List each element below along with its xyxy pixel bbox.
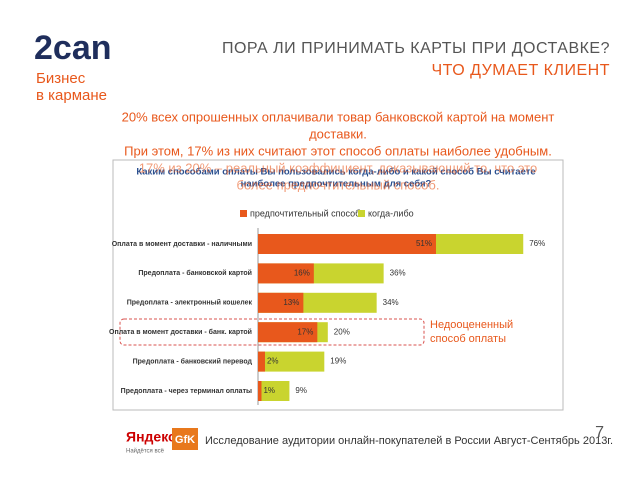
page-number: 7 — [595, 424, 604, 441]
bar — [258, 351, 325, 372]
value-label: 13% — [283, 298, 299, 307]
highlight-box — [119, 318, 425, 346]
chart-title: Каким способами оплаты Вы пользовались к… — [136, 167, 535, 178]
bar — [258, 381, 262, 401]
gfk-logo-bg — [172, 428, 198, 450]
intro-text: 20% всех опрошенных оплачивали товар бан… — [122, 109, 555, 124]
value-label: 36% — [390, 269, 406, 278]
value-label: 76% — [529, 239, 545, 248]
slide-title: ПОРА ЛИ ПРИНИМАТЬ КАРТЫ ПРИ ДОСТАВКЕ? — [222, 40, 610, 57]
category-label: Предоплата - электронный кошелек — [127, 299, 253, 307]
value-label: 16% — [294, 269, 310, 278]
chart-title: наиболее предпочтительным для себя? — [241, 179, 432, 190]
brand-slogan: Найдётся всё — [126, 448, 165, 455]
legend-swatch — [240, 210, 247, 217]
bar — [258, 263, 314, 284]
annotation: способ оплаты — [430, 333, 506, 345]
brand-gfk: GfK — [175, 434, 195, 446]
value-label: 19% — [330, 357, 346, 366]
bar — [258, 234, 436, 254]
intro-text: доставки. — [309, 126, 367, 141]
value-label: 9% — [295, 386, 307, 395]
value-label: 20% — [334, 327, 350, 336]
category-label: Оплата в момент доставки - банк. картой — [109, 328, 252, 336]
category-label: Предоплата - через терминал оплаты — [121, 388, 252, 395]
category-label: Оплата в момент доставки - наличными — [112, 241, 252, 248]
source-text: Исследование аудитории онлайн-покупателе… — [205, 435, 613, 447]
bar — [258, 351, 265, 372]
value-label: 17% — [297, 327, 313, 336]
category-label: Предоплата - банковский перевод — [133, 357, 253, 365]
legend-label: предпочтительный способ — [250, 208, 360, 218]
value-label: 34% — [383, 298, 399, 307]
intro-text: 17% из 20% – реальный коэффициент, доказ… — [139, 160, 537, 175]
intro-text: При этом, 17% из них считают этот способ… — [124, 143, 552, 158]
brand-yandex: Яндекс — [126, 429, 176, 445]
bar — [258, 292, 304, 313]
bar — [258, 322, 318, 343]
logo-mark: 2can — [34, 29, 112, 67]
slide-subtitle: ЧТО ДУМАЕТ КЛИЕНТ — [432, 62, 611, 79]
legend-swatch — [358, 210, 365, 217]
value-label: 1% — [263, 386, 275, 395]
value-label: 2% — [267, 357, 279, 366]
value-label: 51% — [416, 239, 432, 248]
category-label: Предоплата - банковской картой — [138, 269, 252, 277]
logo-tagline: Бизнес — [36, 70, 86, 87]
logo-tagline: в кармане — [36, 87, 107, 104]
chart-frame — [112, 159, 564, 411]
annotation: Недооцененный — [430, 319, 513, 331]
legend-label: когда-либо — [368, 208, 414, 218]
intro-text: более предпочтительный способ. — [237, 177, 440, 192]
bar — [258, 381, 290, 401]
